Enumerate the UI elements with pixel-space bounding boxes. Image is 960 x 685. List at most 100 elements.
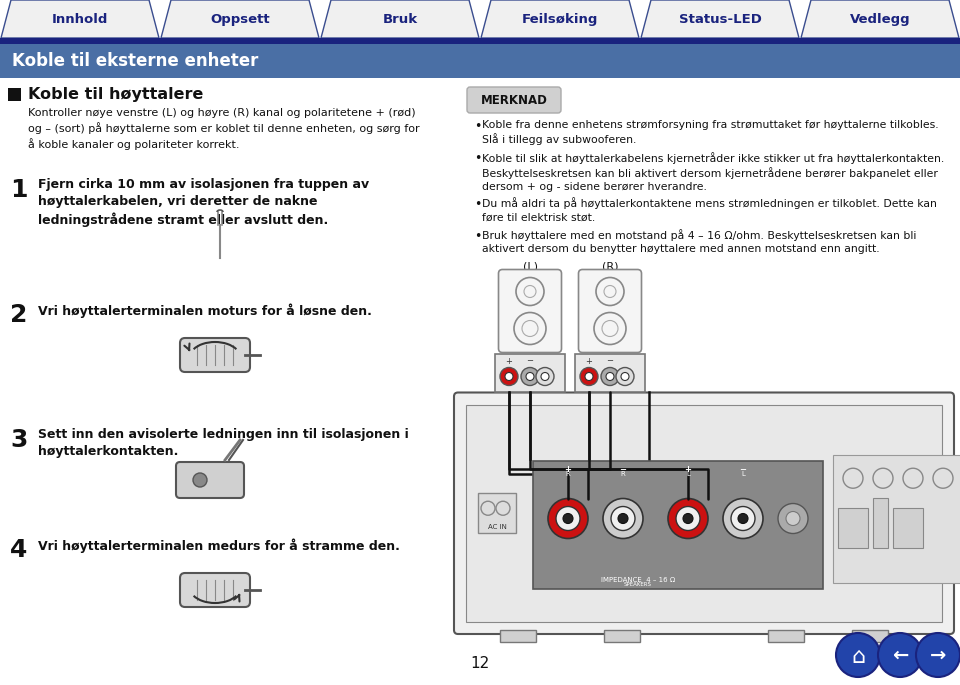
Bar xyxy=(575,353,645,392)
Circle shape xyxy=(521,367,539,386)
Circle shape xyxy=(606,373,614,380)
Circle shape xyxy=(676,506,700,530)
Text: ←: ← xyxy=(892,645,908,664)
Circle shape xyxy=(723,499,763,538)
Text: −: − xyxy=(526,356,534,366)
Text: •: • xyxy=(474,197,481,210)
Circle shape xyxy=(616,367,634,386)
Polygon shape xyxy=(161,0,319,38)
Text: 1: 1 xyxy=(10,178,28,202)
Polygon shape xyxy=(1,0,159,38)
Text: 12: 12 xyxy=(470,656,490,671)
FancyBboxPatch shape xyxy=(454,393,954,634)
Text: R: R xyxy=(565,471,570,477)
Polygon shape xyxy=(641,0,799,38)
Bar xyxy=(893,508,923,548)
Circle shape xyxy=(683,514,693,523)
Text: Innhold: Innhold xyxy=(52,12,108,25)
Text: Bruk høyttalere med en motstand på 4 – 16 Ω/ohm. Beskyttelseskretsen kan bli
akt: Bruk høyttalere med en motstand på 4 – 1… xyxy=(482,229,917,254)
Text: Sett inn den avisolerte ledningen inn til isolasjonen i
høyttalerkontakten.: Sett inn den avisolerte ledningen inn ti… xyxy=(38,428,409,458)
Text: Du må aldri ta på høyttalerkontaktene mens strømledningen er tilkoblet. Dette ka: Du må aldri ta på høyttalerkontaktene me… xyxy=(482,197,937,222)
Circle shape xyxy=(500,367,518,386)
Text: Koble til eksterne enheter: Koble til eksterne enheter xyxy=(12,52,258,70)
Text: Status-LED: Status-LED xyxy=(679,12,761,25)
Text: (L): (L) xyxy=(522,262,538,271)
Circle shape xyxy=(618,514,628,523)
Bar xyxy=(852,630,888,642)
Circle shape xyxy=(878,633,922,677)
Bar xyxy=(768,630,804,642)
Text: +: + xyxy=(506,356,513,366)
Text: +: + xyxy=(684,464,691,474)
Text: Feilsøking: Feilsøking xyxy=(522,12,598,25)
Text: Koble fra denne enhetens strømforsyning fra strømuttaket før høyttalerne tilkobl: Koble fra denne enhetens strømforsyning … xyxy=(482,120,939,145)
Polygon shape xyxy=(321,0,479,38)
Text: Kontroller nøye venstre (L) og høyre (R) kanal og polaritetene + (rød)
og – (sor: Kontroller nøye venstre (L) og høyre (R)… xyxy=(28,108,420,150)
Text: •: • xyxy=(474,152,481,165)
Text: Koble til høyttalere: Koble til høyttalere xyxy=(28,86,204,101)
Circle shape xyxy=(731,506,755,530)
Bar xyxy=(478,493,516,533)
Text: +: + xyxy=(564,464,571,474)
Circle shape xyxy=(548,499,588,538)
Circle shape xyxy=(621,373,629,380)
Bar xyxy=(533,461,823,589)
Text: •: • xyxy=(474,120,481,133)
FancyBboxPatch shape xyxy=(498,269,562,353)
Text: L: L xyxy=(686,471,690,477)
Text: −: − xyxy=(619,464,627,474)
Circle shape xyxy=(786,512,800,525)
Text: AC IN: AC IN xyxy=(488,524,507,530)
Text: SPEAKERS: SPEAKERS xyxy=(624,582,652,587)
Circle shape xyxy=(778,503,808,534)
Circle shape xyxy=(541,373,549,380)
Circle shape xyxy=(738,514,748,523)
Bar xyxy=(8,88,21,101)
Text: Vedlegg: Vedlegg xyxy=(850,12,910,25)
Text: IMPEDANCE  4 – 16 Ω: IMPEDANCE 4 – 16 Ω xyxy=(601,577,675,583)
Circle shape xyxy=(668,499,708,538)
Bar xyxy=(838,508,868,548)
Circle shape xyxy=(916,633,960,677)
Circle shape xyxy=(526,373,534,380)
Text: MERKNAD: MERKNAD xyxy=(481,93,547,106)
Circle shape xyxy=(611,506,635,530)
Circle shape xyxy=(580,367,598,386)
Text: 4: 4 xyxy=(10,538,28,562)
Bar xyxy=(500,630,536,642)
Text: 2: 2 xyxy=(10,303,28,327)
Bar xyxy=(466,405,942,622)
Bar xyxy=(604,630,640,642)
FancyBboxPatch shape xyxy=(180,573,250,607)
Circle shape xyxy=(193,473,207,487)
FancyBboxPatch shape xyxy=(180,338,250,372)
Circle shape xyxy=(556,506,580,530)
Circle shape xyxy=(603,499,643,538)
Text: •: • xyxy=(474,229,481,242)
Polygon shape xyxy=(481,0,639,38)
Text: Fjern cirka 10 mm av isolasjonen fra tuppen av
høyttalerkabelen, vri deretter de: Fjern cirka 10 mm av isolasjonen fra tup… xyxy=(38,178,370,227)
Text: R: R xyxy=(620,471,625,477)
Bar xyxy=(0,44,960,78)
Text: L: L xyxy=(741,471,745,477)
Circle shape xyxy=(563,514,573,523)
FancyBboxPatch shape xyxy=(176,462,244,498)
Bar xyxy=(0,38,960,44)
Text: +: + xyxy=(586,356,592,366)
Circle shape xyxy=(836,633,880,677)
Circle shape xyxy=(601,367,619,386)
Text: Vri høyttalerterminalen moturs for å løsne den.: Vri høyttalerterminalen moturs for å løs… xyxy=(38,303,372,318)
Text: Bruk: Bruk xyxy=(382,12,418,25)
Text: Koble til slik at høyttalerkabelens kjernetråder ikke stikker ut fra høyttalerko: Koble til slik at høyttalerkabelens kjer… xyxy=(482,152,945,192)
FancyBboxPatch shape xyxy=(467,87,561,113)
Text: →: → xyxy=(930,645,947,664)
Text: −: − xyxy=(739,464,747,474)
Text: (R): (R) xyxy=(602,262,618,271)
Circle shape xyxy=(585,373,593,380)
FancyBboxPatch shape xyxy=(579,269,641,353)
Text: 3: 3 xyxy=(10,428,28,452)
Bar xyxy=(873,498,888,548)
Text: Oppsett: Oppsett xyxy=(210,12,270,25)
Text: ⌂: ⌂ xyxy=(851,647,865,667)
Bar xyxy=(495,353,565,392)
